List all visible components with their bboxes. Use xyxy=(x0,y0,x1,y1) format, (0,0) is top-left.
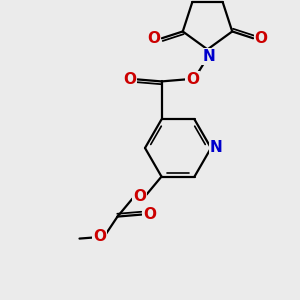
Text: O: O xyxy=(93,229,106,244)
Text: O: O xyxy=(143,207,156,222)
Text: N: N xyxy=(202,49,215,64)
Text: O: O xyxy=(123,72,136,87)
Text: O: O xyxy=(147,31,160,46)
Text: O: O xyxy=(133,189,146,204)
Text: O: O xyxy=(186,72,199,87)
Text: N: N xyxy=(210,140,222,155)
Text: O: O xyxy=(255,31,268,46)
